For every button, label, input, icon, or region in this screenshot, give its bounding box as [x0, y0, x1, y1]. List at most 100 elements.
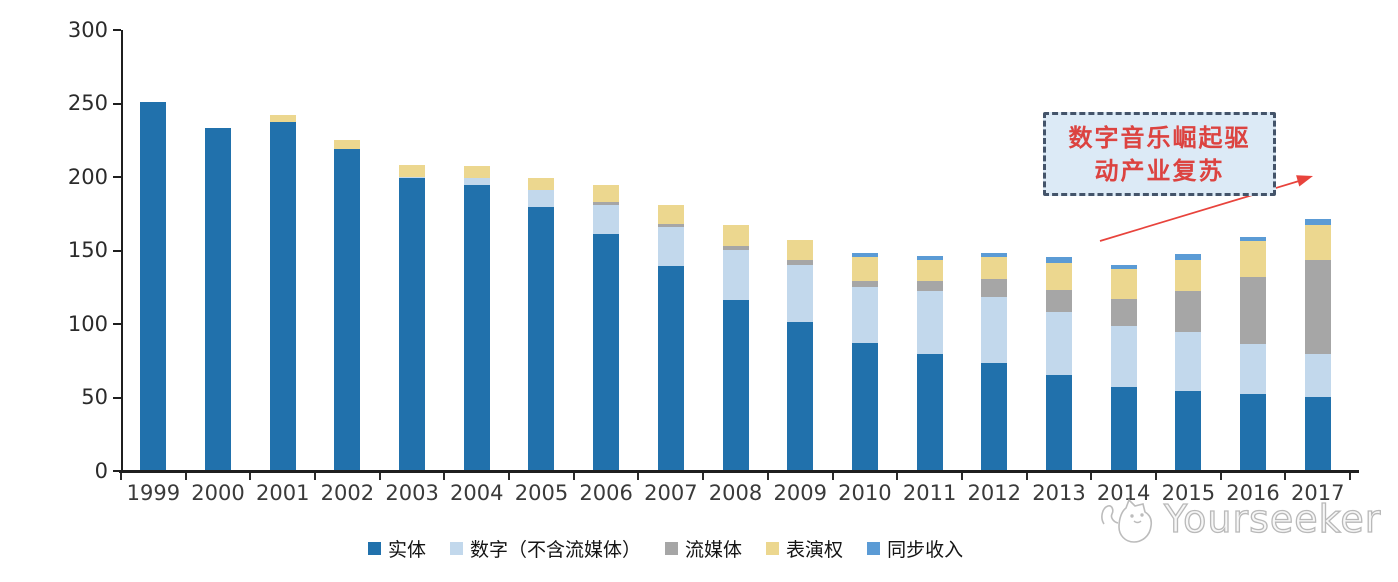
- stacked-bar-1999: [140, 101, 167, 472]
- segment-流媒体-2006: [593, 201, 620, 205]
- segment-实体-2013: [1045, 375, 1072, 472]
- x-tick: [637, 473, 640, 480]
- segment-表演权-2004: [463, 166, 490, 179]
- segment-流媒体-2011: [916, 280, 943, 292]
- x-axis-label-2000: 2000: [191, 481, 245, 505]
- segment-表演权-2008: [722, 225, 749, 246]
- x-tick: [443, 473, 446, 480]
- y-axis-label-150: 150: [67, 238, 108, 262]
- segment-实体-2012: [981, 363, 1008, 472]
- y-axis-label-200: 200: [67, 164, 108, 189]
- segment-表演权-2002: [334, 139, 361, 149]
- x-axis-label-2016: 2016: [1226, 481, 1280, 505]
- x-tick: [1154, 473, 1157, 480]
- segment-流媒体-2017: [1304, 260, 1331, 355]
- segment-流媒体-2007: [657, 223, 684, 227]
- stacked-bar-2009: [787, 239, 814, 472]
- y-axis-label-50: 50: [81, 385, 108, 409]
- y-tick-0: [113, 470, 121, 472]
- x-axis-label-2006: 2006: [579, 481, 633, 505]
- segment-实体-2001: [269, 122, 296, 472]
- segment-同步收入-2012: [981, 252, 1008, 258]
- segment-流媒体-2010: [851, 280, 878, 287]
- stacked-bar-2014: [1110, 264, 1137, 472]
- segment-数字（不含流媒体）-2006: [593, 204, 620, 234]
- x-tick: [896, 473, 899, 480]
- y-axis-label-0: 0: [94, 458, 108, 483]
- bar-column-1999: 1999: [121, 30, 186, 505]
- bar-column-2012: 2012: [962, 30, 1027, 505]
- legend-swatch: [665, 542, 679, 555]
- segment-实体-1999: [140, 101, 167, 472]
- segment-实体-2010: [851, 342, 878, 472]
- legend: 实体 数字（不含流媒体） 流媒体 表演权 同步收入: [368, 535, 963, 562]
- segment-实体-2011: [916, 354, 943, 472]
- x-axis-label-2001: 2001: [255, 481, 310, 505]
- segment-流媒体-2012: [981, 279, 1008, 298]
- plot-area: 1999 2000 2001 2002 2003 2004 2005 2006 2007 2008…: [121, 30, 1350, 505]
- segment-流媒体-2008: [722, 245, 749, 250]
- segment-同步收入-2017: [1304, 219, 1331, 226]
- x-tick: [184, 473, 187, 480]
- segment-同步收入-2014: [1110, 264, 1137, 270]
- y-axis-line: [121, 30, 123, 473]
- x-tick: [1025, 473, 1028, 480]
- segment-实体-2008: [722, 300, 749, 472]
- x-axis-label-2009: 2009: [773, 481, 827, 505]
- segment-实体-2004: [463, 185, 490, 472]
- y-tick-200: [113, 176, 121, 178]
- segment-实体-2003: [399, 178, 426, 472]
- segment-表演权-2013: [1045, 263, 1072, 290]
- x-axis-label-2011: 2011: [902, 481, 957, 505]
- bar-column-2016: 2016: [1221, 30, 1286, 505]
- x-tick: [1284, 473, 1287, 480]
- x-tick: [1219, 473, 1222, 480]
- y-tick-300: [113, 29, 121, 31]
- segment-流媒体-2014: [1110, 298, 1137, 327]
- x-axis-label-2015: 2015: [1161, 481, 1216, 505]
- annotation-line2: 动产业复苏: [1094, 156, 1225, 185]
- legend-label: 实体: [388, 539, 427, 561]
- x-tick: [508, 473, 511, 480]
- x-axis-label-2014: 2014: [1096, 481, 1151, 505]
- stacked-bar-2016: [1240, 236, 1267, 472]
- bar-column-2007: 2007: [639, 30, 704, 505]
- segment-表演权-2001: [269, 114, 296, 123]
- watermark-text: Yourseeker: [1163, 496, 1382, 541]
- legend-label: 同步收入: [887, 539, 964, 561]
- stacked-bar-2010: [851, 252, 878, 472]
- x-tick: [766, 473, 769, 480]
- segment-实体-2002: [334, 148, 361, 472]
- segment-数字（不含流媒体）-2012: [981, 297, 1008, 364]
- segment-同步收入-2010: [851, 252, 878, 258]
- watermark: Yourseeker: [1098, 496, 1381, 550]
- legend-item-表演权: 表演权: [766, 535, 843, 562]
- x-tick: [1090, 473, 1093, 480]
- stacked-bar-2012: [981, 252, 1008, 472]
- bar-column-2006: 2006: [574, 30, 639, 505]
- y-axis-label-300: 300: [67, 17, 108, 42]
- stacked-bar-2002: [334, 139, 361, 472]
- segment-实体-2006: [593, 233, 620, 472]
- segment-数字（不含流媒体）-2003: [399, 176, 426, 178]
- x-axis-label-1999: 1999: [126, 481, 181, 505]
- stacked-bar-2007: [657, 204, 684, 472]
- segment-同步收入-2011: [916, 255, 943, 261]
- cat-logo-icon: [1101, 498, 1153, 543]
- bar-column-2008: 2008: [703, 30, 768, 505]
- segment-数字（不含流媒体）-2010: [851, 286, 878, 343]
- stacked-bar-2006: [593, 185, 620, 472]
- bar-column-2014: 2014: [1091, 30, 1156, 505]
- y-tick-100: [113, 323, 121, 325]
- segment-表演权-2010: [851, 257, 878, 281]
- segment-表演权-2007: [657, 204, 684, 224]
- legend-label: 表演权: [786, 539, 844, 561]
- segment-数字（不含流媒体）-2011: [916, 291, 943, 355]
- segment-表演权-2011: [916, 260, 943, 281]
- x-tick: [831, 473, 834, 480]
- segment-流媒体-2016: [1240, 276, 1267, 345]
- x-axis-label-2003: 2003: [385, 481, 439, 505]
- segment-表演权-2012: [981, 257, 1008, 280]
- legend-label: 流媒体: [685, 539, 743, 561]
